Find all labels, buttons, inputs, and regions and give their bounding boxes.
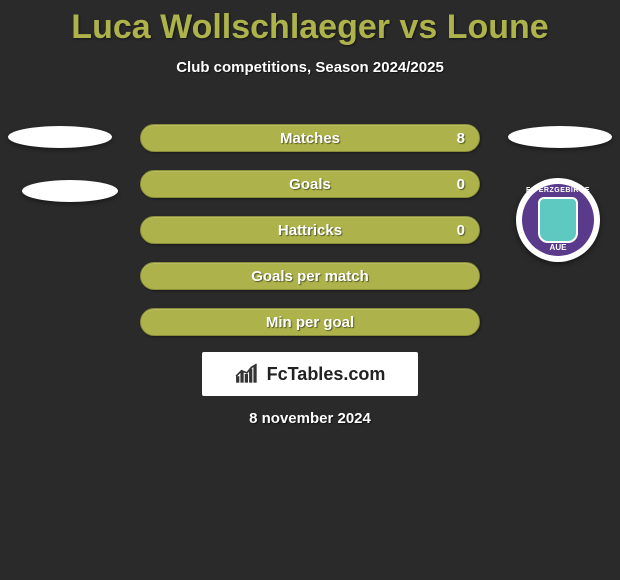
stat-bar-goals: Goals 0 [140, 170, 480, 198]
stat-bar-matches: Matches 8 [140, 124, 480, 152]
stat-label: Hattricks [278, 222, 342, 239]
club-badge-shield [538, 197, 578, 243]
stat-bar-goals-per-match: Goals per match [140, 262, 480, 290]
club-badge: FC ERZGEBIRGE AUE [516, 178, 600, 262]
player-slot-left-2 [22, 180, 118, 202]
club-badge-bottom-text: AUE [522, 243, 594, 252]
stat-bar-hattricks: Hattricks 0 [140, 216, 480, 244]
subtitle: Club competitions, Season 2024/2025 [0, 59, 620, 76]
branding-box: FcTables.com [202, 352, 418, 396]
chart-bars-icon [235, 363, 261, 385]
player-slot-right-1 [508, 126, 612, 148]
stat-label: Goals per match [251, 268, 369, 285]
branding-text: FcTables.com [267, 364, 386, 385]
stat-label: Goals [289, 176, 331, 193]
club-badge-top-text: FC ERZGEBIRGE [522, 187, 594, 194]
player-slot-left-1 [8, 126, 112, 148]
date-text: 8 november 2024 [0, 410, 620, 427]
stat-label: Matches [280, 130, 340, 147]
club-badge-ring: FC ERZGEBIRGE AUE [522, 184, 594, 256]
stat-label: Min per goal [266, 314, 354, 331]
stats-bars: Matches 8 Goals 0 Hattricks 0 Goals per … [140, 124, 480, 354]
stat-value: 8 [457, 130, 465, 147]
stat-bar-min-per-goal: Min per goal [140, 308, 480, 336]
stat-value: 0 [457, 176, 465, 193]
stat-value: 0 [457, 222, 465, 239]
page-title: Luca Wollschlaeger vs Loune [0, 0, 620, 47]
